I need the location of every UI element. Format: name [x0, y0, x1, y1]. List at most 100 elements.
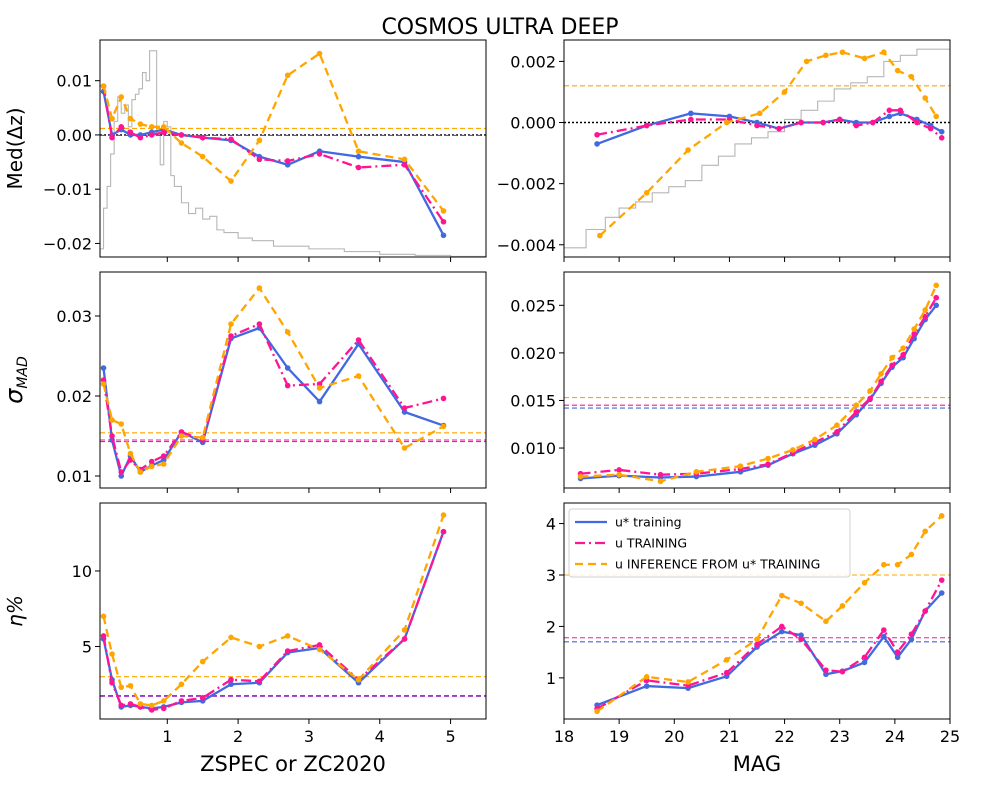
data-point-u: [765, 461, 771, 468]
data-point-inference: [355, 373, 362, 379]
axes-frame: [563, 502, 951, 720]
panel-bottom-left: 1 2 3 4 5 10 5 η% ZSPEC or ZC2020: [3, 502, 487, 776]
data-point-u: [256, 156, 263, 163]
y-tick-label: 0.015: [510, 391, 556, 410]
data-point-ustar: [401, 409, 408, 415]
data-point-u: [823, 667, 829, 673]
data-point-u: [228, 136, 234, 143]
data-point-inference: [137, 469, 144, 475]
series-line-ustar: [596, 592, 943, 707]
series-line-u: [102, 322, 444, 474]
axes-frame: [99, 502, 487, 720]
data-point-u: [178, 698, 185, 704]
data-point-inference: [284, 72, 291, 79]
y-tick-label: 5: [82, 637, 92, 656]
data-point-inference: [100, 83, 107, 89]
data-point-u: [723, 669, 730, 676]
x-tick-label: 24: [885, 727, 905, 746]
y-tick-label: 0.01: [56, 72, 92, 91]
data-point-inference: [199, 434, 206, 441]
data-point-u: [316, 381, 323, 387]
x-tick-label: 3: [304, 727, 314, 746]
data-point-inference: [199, 658, 206, 665]
x-axis-label: MAG: [733, 752, 781, 776]
data-point-u: [178, 132, 185, 138]
plot-area: [564, 282, 950, 485]
data-point-inference: [823, 52, 829, 59]
series-line-inference: [102, 52, 445, 212]
data-point-inference: [160, 124, 167, 130]
y-tick-label: 0.000: [510, 114, 556, 133]
panel-middle-left: 0.03 0.02 0.01 σMAD: [0, 271, 487, 493]
data-point-inference: [127, 115, 134, 122]
data-point-inference: [756, 110, 763, 117]
x-tick-label: 1: [162, 727, 172, 746]
data-point-inference: [861, 579, 868, 586]
data-point-u: [148, 458, 155, 465]
data-point-u: [914, 119, 920, 126]
legend-label-inference: u INFERENCE FROM u* TRAINING: [615, 557, 820, 572]
data-point-ustar: [779, 628, 785, 635]
data-point-u: [643, 122, 650, 129]
data-point-u: [440, 528, 447, 535]
data-point-inference: [737, 463, 744, 469]
data-point-u: [911, 331, 917, 337]
data-point-inference: [723, 657, 730, 663]
legend-box: [568, 508, 851, 578]
y-tick-label: 0.02: [56, 387, 92, 406]
histogram-step: [100, 50, 486, 257]
data-point-inference: [109, 417, 115, 423]
data-point-u: [889, 362, 895, 369]
axes-frame: [563, 271, 951, 489]
series-line-u: [596, 109, 943, 139]
data-point-inference: [100, 613, 107, 620]
data-point-inference: [355, 148, 362, 155]
data-point-u: [401, 636, 408, 642]
data-point-inference: [723, 119, 730, 126]
data-point-inference: [100, 381, 107, 387]
data-point-inference: [137, 701, 144, 707]
data-point-u: [933, 294, 940, 301]
y-tick-label: 0.002: [510, 52, 556, 71]
data-point-u: [836, 116, 843, 123]
data-point-inference: [812, 436, 818, 443]
y-tick-label: 0.025: [510, 296, 556, 315]
data-point-u: [137, 134, 144, 141]
y-tick-label: −0.002: [497, 175, 556, 194]
data-point-ustar: [861, 659, 868, 666]
plot-area: [100, 285, 486, 479]
data-point-inference: [881, 561, 887, 568]
data-point-u: [881, 627, 887, 633]
data-point-inference: [148, 702, 155, 709]
data-point-u: [355, 164, 362, 171]
data-point-inference: [594, 708, 600, 715]
data-point-u: [853, 122, 860, 129]
data-point-u: [199, 134, 206, 141]
axes-frame: [563, 39, 951, 258]
plot-area: [100, 50, 486, 257]
data-point-u: [754, 641, 760, 648]
y-tick-label: 0.03: [56, 307, 92, 326]
x-tick-label: 4: [375, 727, 385, 746]
data-point-u: [118, 469, 125, 475]
data-point-u: [228, 676, 234, 683]
data-point-u: [834, 429, 840, 435]
series-line-inference: [102, 286, 445, 474]
data-point-u: [109, 433, 115, 439]
data-point-u: [927, 125, 934, 132]
x-tick-label: 20: [664, 727, 684, 746]
data-point-inference: [657, 478, 664, 485]
data-point-inference: [839, 49, 846, 56]
data-point-inference: [894, 67, 901, 74]
y-tick-label: 0.00: [56, 126, 92, 145]
data-point-ustar: [160, 457, 167, 463]
data-point-ustar: [938, 128, 945, 135]
data-point-ustar: [933, 302, 940, 309]
data-point-inference: [160, 461, 167, 467]
data-point-u: [922, 608, 928, 614]
data-point-ustar: [284, 365, 291, 371]
data-point-inference: [933, 113, 940, 120]
data-point-u: [754, 122, 760, 129]
data-point-inference: [922, 528, 928, 535]
data-point-inference: [127, 682, 134, 689]
